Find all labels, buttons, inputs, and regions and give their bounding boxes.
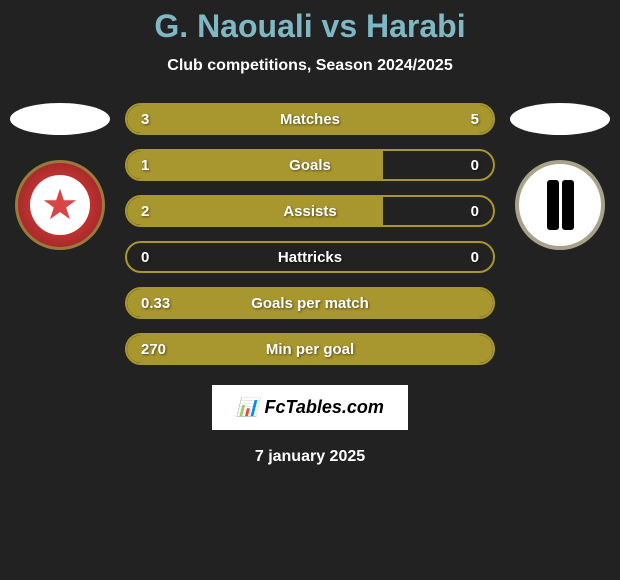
- stat-label: Goals per match: [251, 295, 369, 312]
- stat-label: Hattricks: [278, 249, 342, 266]
- player-right-avatar: [510, 103, 610, 135]
- stat-value-left: 2: [141, 203, 149, 220]
- stat-value-right: 0: [471, 249, 479, 266]
- stat-label: Goals: [289, 157, 331, 174]
- stat-value-left: 0.33: [141, 295, 170, 312]
- stat-bar: 3 Matches 5: [125, 103, 495, 135]
- team-right-badge-inner: [547, 180, 574, 230]
- stat-value-left: 270: [141, 341, 166, 358]
- stat-value-left: 1: [141, 157, 149, 174]
- page-title: G. Naouali vs Harabi: [154, 8, 465, 45]
- stats-column: 3 Matches 5 1 Goals 0 2 Assists 0 0 Hattricks 0 0.33…: [125, 103, 495, 365]
- player-left-avatar: [10, 103, 110, 135]
- main-row: ★ 3 Matches 5 1 Goals 0 2 Assists 0 0 Hattricks 0 0.…: [0, 103, 620, 365]
- stat-value-right: 5: [471, 111, 479, 128]
- chart-icon: 📊: [236, 397, 258, 418]
- stat-fill-left: [127, 151, 383, 179]
- player-right-side: [505, 103, 615, 250]
- team-left-badge-inner: ★: [30, 175, 90, 235]
- stat-bar: 0.33 Goals per match: [125, 287, 495, 319]
- stat-value-right: 0: [471, 203, 479, 220]
- stat-label: Min per goal: [266, 341, 354, 358]
- subtitle: Club competitions, Season 2024/2025: [167, 57, 452, 75]
- stripe-icon: [562, 180, 574, 230]
- footer-text: FcTables.com: [265, 397, 384, 418]
- player-left-side: ★: [5, 103, 115, 250]
- stat-value-left: 3: [141, 111, 149, 128]
- stat-label: Assists: [283, 203, 336, 220]
- stat-value-left: 0: [141, 249, 149, 266]
- main-container: G. Naouali vs Harabi Club competitions, …: [0, 0, 620, 580]
- team-left-badge: ★: [15, 160, 105, 250]
- footer-badge[interactable]: 📊 FcTables.com: [212, 385, 408, 430]
- stat-bar: 0 Hattricks 0: [125, 241, 495, 273]
- star-icon: ★: [41, 184, 79, 226]
- stat-label: Matches: [280, 111, 340, 128]
- stat-value-right: 0: [471, 157, 479, 174]
- stripe-icon: [547, 180, 559, 230]
- date-text: 7 january 2025: [255, 448, 365, 466]
- stat-fill-left: [127, 197, 383, 225]
- stat-bar: 1 Goals 0: [125, 149, 495, 181]
- stat-bar: 2 Assists 0: [125, 195, 495, 227]
- stat-bar: 270 Min per goal: [125, 333, 495, 365]
- team-right-badge: [515, 160, 605, 250]
